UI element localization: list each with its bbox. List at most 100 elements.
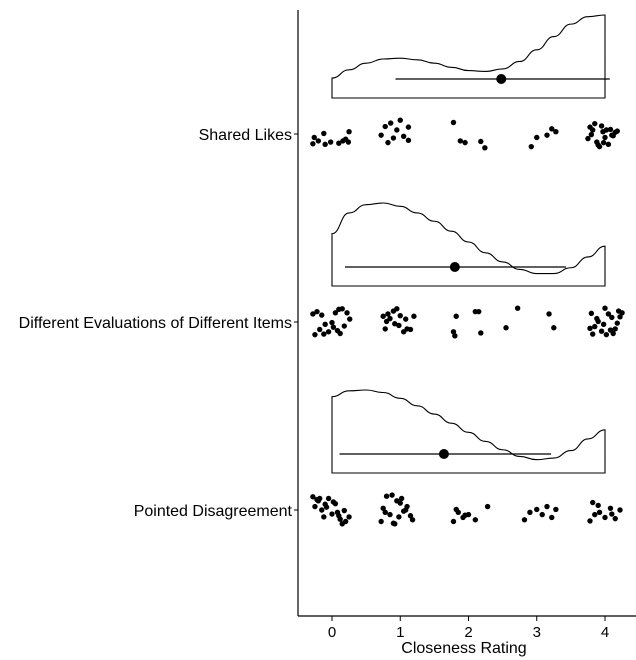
data-point bbox=[596, 509, 603, 515]
data-point bbox=[322, 141, 328, 148]
data-point bbox=[544, 503, 550, 510]
category-label: Pointed Disagreement bbox=[134, 503, 293, 520]
data-point bbox=[383, 493, 390, 499]
data-point bbox=[329, 319, 335, 326]
data-point bbox=[341, 323, 347, 329]
data-point bbox=[319, 312, 325, 318]
data-point bbox=[528, 143, 534, 150]
data-point bbox=[409, 517, 416, 523]
category-label: Different Evaluations of Different Items bbox=[19, 315, 292, 332]
data-point bbox=[600, 321, 607, 327]
data-point bbox=[607, 126, 614, 133]
x-axis-ticks: 0 1 2 3 4 bbox=[328, 616, 609, 641]
data-point bbox=[387, 511, 393, 518]
data-point bbox=[476, 308, 482, 315]
data-point bbox=[587, 325, 593, 332]
data-point bbox=[407, 326, 414, 333]
data-point bbox=[534, 506, 540, 513]
data-point bbox=[330, 499, 337, 505]
data-point bbox=[595, 502, 601, 509]
data-point bbox=[602, 305, 608, 311]
x-tick-label: 1 bbox=[396, 624, 404, 641]
data-point bbox=[322, 501, 328, 507]
data-point bbox=[341, 507, 347, 514]
data-point bbox=[592, 120, 598, 127]
data-point bbox=[340, 138, 346, 144]
data-point bbox=[383, 318, 390, 325]
data-point bbox=[327, 139, 334, 145]
mean-point bbox=[438, 449, 449, 459]
mean-point bbox=[496, 74, 507, 84]
x-tick-label: 2 bbox=[464, 624, 472, 641]
data-point bbox=[521, 517, 528, 523]
data-point bbox=[382, 123, 388, 130]
data-point bbox=[312, 331, 318, 338]
data-point bbox=[397, 500, 403, 506]
data-point bbox=[389, 492, 395, 498]
chart-group: Pointed Disagreement bbox=[134, 389, 623, 527]
data-point bbox=[407, 513, 414, 519]
data-point bbox=[314, 308, 320, 315]
data-point bbox=[587, 518, 593, 524]
data-point bbox=[539, 511, 545, 518]
data-point bbox=[411, 313, 417, 319]
data-point bbox=[387, 120, 394, 126]
data-point bbox=[339, 306, 345, 312]
data-point bbox=[619, 310, 625, 316]
data-point bbox=[609, 511, 615, 517]
data-point bbox=[587, 124, 593, 130]
data-point bbox=[450, 518, 457, 525]
data-point bbox=[553, 506, 559, 513]
x-tick-label: 3 bbox=[533, 624, 541, 641]
data-point bbox=[452, 333, 458, 339]
data-point bbox=[330, 324, 337, 330]
data-point bbox=[321, 331, 327, 337]
data-point bbox=[603, 127, 610, 133]
data-point bbox=[332, 310, 339, 316]
data-point bbox=[392, 321, 398, 327]
data-point bbox=[396, 322, 402, 329]
data-point bbox=[549, 514, 555, 521]
data-point bbox=[329, 511, 335, 517]
density-violin bbox=[331, 389, 606, 474]
data-point bbox=[607, 505, 614, 511]
data-point bbox=[319, 507, 325, 513]
data-point bbox=[472, 517, 479, 523]
data-point bbox=[403, 316, 409, 322]
data-point bbox=[590, 499, 596, 506]
chart-group: Shared Likes bbox=[199, 14, 620, 151]
data-point bbox=[344, 310, 350, 316]
data-point bbox=[462, 512, 468, 518]
data-point bbox=[598, 123, 605, 129]
data-point bbox=[378, 132, 384, 138]
data-point bbox=[457, 138, 464, 144]
data-point bbox=[321, 130, 327, 137]
data-point bbox=[605, 141, 612, 148]
data-point bbox=[317, 326, 323, 333]
data-point bbox=[484, 503, 491, 510]
data-point bbox=[602, 514, 608, 521]
data-point bbox=[588, 131, 595, 138]
data-point bbox=[346, 129, 352, 135]
data-point bbox=[378, 518, 384, 525]
data-point bbox=[385, 139, 391, 146]
data-point bbox=[592, 511, 598, 518]
data-point bbox=[394, 306, 400, 312]
data-point bbox=[610, 133, 616, 139]
data-point bbox=[400, 133, 407, 139]
data-point bbox=[610, 330, 616, 337]
data-point bbox=[588, 310, 595, 317]
data-point bbox=[595, 142, 601, 148]
mean-point bbox=[449, 262, 460, 272]
data-point bbox=[478, 138, 484, 145]
data-point bbox=[396, 514, 402, 520]
data-point bbox=[405, 124, 412, 130]
data-point bbox=[592, 323, 598, 330]
data-point bbox=[337, 330, 343, 337]
data-point bbox=[336, 513, 342, 519]
data-point bbox=[617, 314, 623, 320]
data-point bbox=[403, 507, 409, 513]
data-point bbox=[312, 503, 318, 510]
data-point bbox=[614, 320, 620, 326]
data-point bbox=[549, 126, 555, 132]
